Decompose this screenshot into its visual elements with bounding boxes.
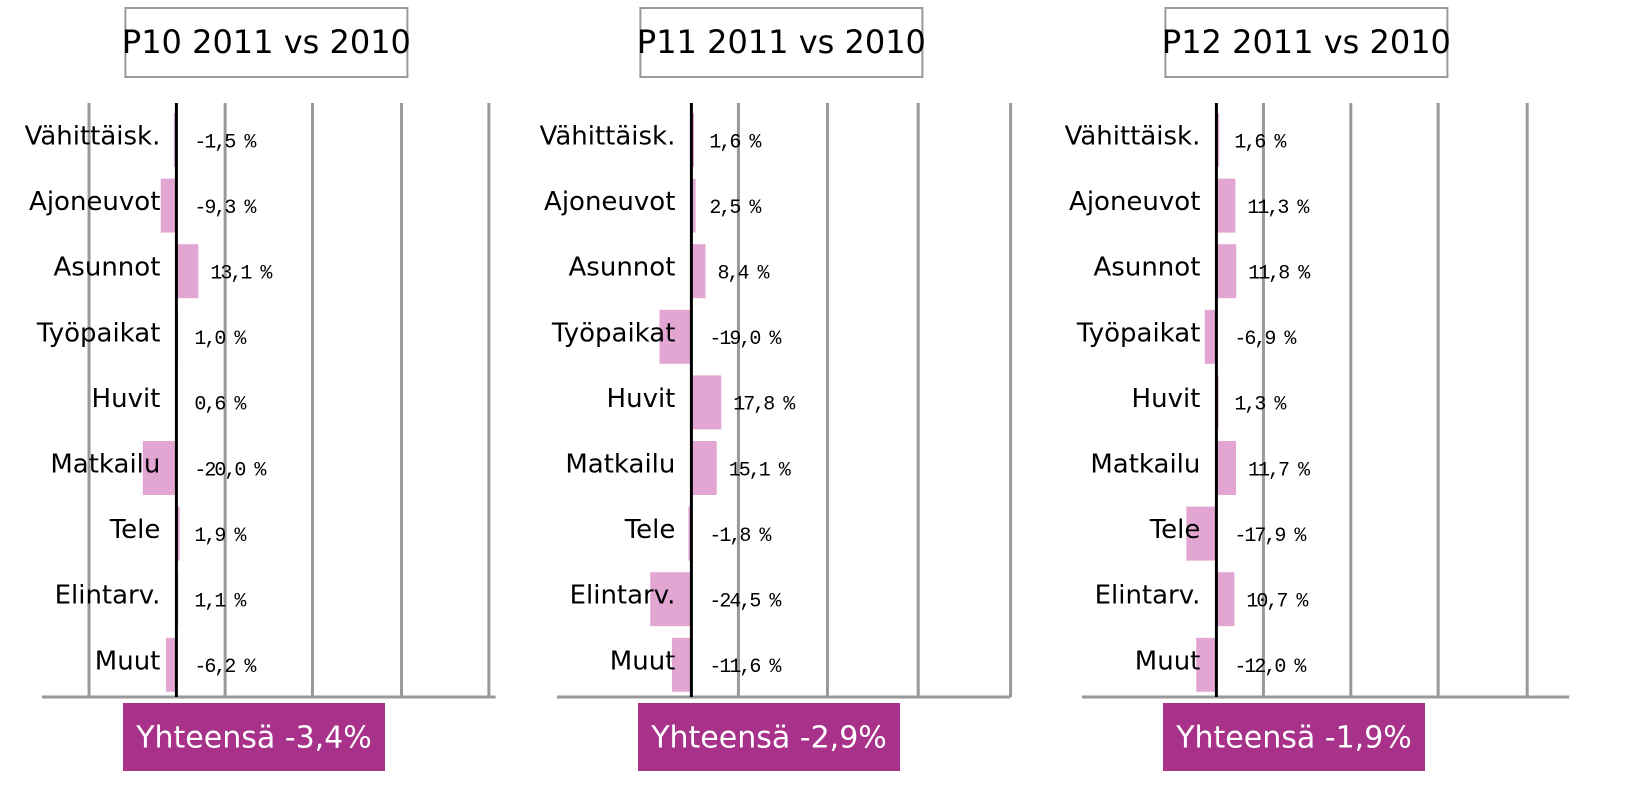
chart-title: P12 2011 vs 2010 bbox=[1162, 23, 1451, 61]
value-label: -11,6 % bbox=[709, 656, 782, 679]
value-label: -9,3 % bbox=[194, 197, 257, 220]
bar bbox=[165, 637, 177, 692]
bar bbox=[1216, 178, 1236, 233]
value-label: 8,4 % bbox=[718, 262, 771, 285]
y-tick-label: Ajoneuvot bbox=[544, 187, 675, 217]
y-tick-label: Vähittäisk. bbox=[25, 122, 161, 152]
value-label: 1,6 % bbox=[1234, 131, 1287, 154]
y-tick-label: Huvit bbox=[92, 384, 161, 414]
chart-title: P10 2011 vs 2010 bbox=[122, 23, 411, 61]
y-tick-label: Muut bbox=[610, 646, 676, 676]
value-label: -1,5 % bbox=[194, 131, 257, 154]
bar bbox=[691, 441, 717, 495]
y-tick-label: Työpaikat bbox=[36, 318, 161, 348]
total-box bbox=[638, 703, 900, 771]
value-label: -6,2 % bbox=[194, 656, 257, 679]
title-box bbox=[1164, 7, 1449, 78]
y-tick-label: Matkailu bbox=[565, 450, 675, 480]
value-label: -6,9 % bbox=[1234, 328, 1297, 351]
chart-title: P11 2011 vs 2010 bbox=[637, 23, 926, 61]
y-tick-label: Elintarv. bbox=[1095, 581, 1201, 611]
y-tick-label: Työpaikat bbox=[1076, 318, 1201, 348]
bar bbox=[142, 441, 177, 495]
value-label: -12,0 % bbox=[1234, 656, 1307, 679]
value-label: -19,0 % bbox=[709, 328, 782, 351]
value-label: 1,3 % bbox=[1234, 394, 1287, 417]
value-label: 1,1 % bbox=[194, 590, 247, 613]
value-label: -17,9 % bbox=[1234, 525, 1307, 548]
bar bbox=[650, 572, 692, 627]
bar bbox=[1216, 244, 1237, 299]
bar bbox=[1216, 441, 1237, 495]
y-tick-label: Asunnot bbox=[1094, 253, 1201, 283]
value-label: 1,0 % bbox=[194, 328, 247, 351]
total-box bbox=[1163, 703, 1425, 771]
value-label: 11,3 % bbox=[1247, 197, 1310, 220]
y-tick-label: Elintarv. bbox=[55, 581, 161, 611]
value-label: 11,8 % bbox=[1248, 262, 1311, 285]
title-box bbox=[124, 7, 409, 78]
total-box bbox=[123, 703, 385, 771]
y-tick-label: Matkailu bbox=[50, 450, 160, 480]
value-label: 1,9 % bbox=[194, 525, 247, 548]
bar bbox=[691, 375, 722, 430]
y-tick-label: Ajoneuvot bbox=[1069, 187, 1200, 217]
y-tick-label: Tele bbox=[109, 515, 161, 545]
bar bbox=[671, 637, 692, 692]
y-tick-label: Asunnot bbox=[54, 253, 161, 283]
y-tick-label: Ajoneuvot bbox=[29, 187, 160, 217]
bar bbox=[176, 506, 180, 561]
value-label: -24,5 % bbox=[709, 590, 782, 613]
total-label: Yhteensä -3,4% bbox=[135, 721, 372, 756]
value-label: 13,1 % bbox=[210, 262, 273, 285]
value-label: -20,0 % bbox=[194, 459, 267, 482]
bar bbox=[1196, 637, 1217, 692]
y-tick-label: Työpaikat bbox=[551, 318, 676, 348]
bar bbox=[1216, 572, 1235, 627]
total-label: Yhteensä -1,9% bbox=[1175, 721, 1412, 756]
y-tick-label: Huvit bbox=[1132, 384, 1201, 414]
bar bbox=[1204, 309, 1217, 364]
bar bbox=[688, 506, 692, 561]
bar bbox=[691, 244, 706, 299]
y-tick-label: Vähittäisk. bbox=[540, 122, 676, 152]
title-box bbox=[639, 7, 924, 78]
bar bbox=[1186, 506, 1217, 561]
y-tick-label: Asunnot bbox=[569, 253, 676, 283]
value-label: 11,7 % bbox=[1248, 459, 1311, 482]
y-tick-label: Muut bbox=[95, 646, 161, 676]
bar bbox=[691, 178, 696, 233]
value-label: 1,6 % bbox=[709, 131, 762, 154]
value-label: 15,1 % bbox=[729, 459, 792, 482]
y-tick-label: Huvit bbox=[607, 384, 676, 414]
value-label: 0,6 % bbox=[194, 394, 247, 417]
value-label: 10,7 % bbox=[1246, 590, 1309, 613]
value-label: -1,8 % bbox=[709, 525, 772, 548]
y-tick-label: Matkailu bbox=[1090, 450, 1200, 480]
y-tick-label: Muut bbox=[1135, 646, 1201, 676]
y-tick-label: Vähittäisk. bbox=[1065, 122, 1201, 152]
bar bbox=[176, 244, 199, 299]
y-tick-label: Elintarv. bbox=[570, 581, 676, 611]
y-tick-label: Tele bbox=[1149, 515, 1201, 545]
total-label: Yhteensä -2,9% bbox=[650, 721, 887, 756]
value-label: 17,8 % bbox=[733, 394, 796, 417]
y-tick-label: Tele bbox=[624, 515, 676, 545]
bar bbox=[659, 309, 692, 364]
value-label: 2,5 % bbox=[709, 197, 762, 220]
bar bbox=[160, 178, 177, 233]
